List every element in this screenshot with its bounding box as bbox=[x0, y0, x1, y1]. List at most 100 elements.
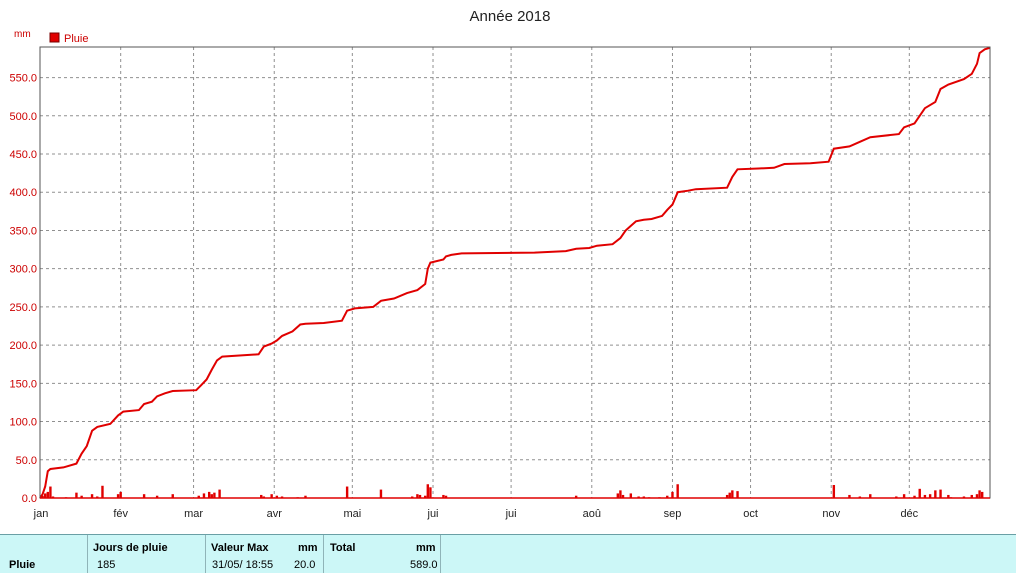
daily-rain-bar bbox=[947, 494, 950, 498]
cumulative-rain-line bbox=[39, 46, 991, 499]
daily-rain-bar bbox=[418, 494, 422, 498]
x-tick-label: aoû bbox=[583, 508, 601, 520]
stats-max-unit: mm bbox=[298, 542, 318, 554]
stats-max-cell: Valeur Max mm 31/05/ 18:55 20.0 bbox=[206, 535, 324, 573]
daily-rain-bar bbox=[424, 495, 427, 498]
daily-rain-bar bbox=[671, 491, 674, 498]
daily-rain-bar bbox=[345, 486, 349, 498]
daily-rain-bar bbox=[637, 496, 640, 498]
daily-rain-bar bbox=[426, 484, 430, 498]
daily-rain-bar bbox=[444, 495, 448, 498]
daily-rain-bar bbox=[970, 494, 973, 498]
daily-rain-bar bbox=[934, 490, 937, 498]
plot-border bbox=[39, 46, 991, 499]
daily-rain-bar bbox=[416, 494, 419, 498]
daily-rain-bar bbox=[197, 495, 200, 498]
y-tick-label: 500.0 bbox=[9, 111, 37, 123]
daily-rain-bar bbox=[171, 494, 174, 498]
stats-total-cell: Total mm 589.0 bbox=[324, 535, 441, 573]
daily-rain-bar bbox=[280, 496, 284, 498]
daily-rain-bar bbox=[304, 495, 307, 498]
daily-rain-bar bbox=[41, 495, 44, 498]
daily-rain-bar bbox=[895, 496, 898, 498]
x-tick-labels: jan fév mar avr mai jui jui aoû sep oct nov déc bbox=[33, 508, 919, 520]
y-tick-labels: 0.0 50.0 100.0 150.0 200.0 250.0 300.0 350.0 400… bbox=[9, 73, 37, 505]
daily-rain-bar bbox=[379, 489, 383, 498]
daily-rain-bar bbox=[44, 493, 47, 498]
daily-rain-bar bbox=[975, 494, 979, 498]
x-tick-label: déc bbox=[900, 508, 918, 520]
x-tick-label: sep bbox=[664, 508, 682, 520]
stats-days-header: Jours de pluie bbox=[93, 542, 168, 554]
x-tick-label: fév bbox=[113, 508, 128, 520]
daily-rain-bar bbox=[202, 493, 206, 498]
daily-rain-bar bbox=[616, 493, 620, 498]
daily-rain-bar bbox=[218, 489, 221, 498]
x-tick-label: mai bbox=[343, 508, 361, 520]
x-tick-label: oct bbox=[743, 508, 758, 520]
stats-max-value: 20.0 bbox=[294, 559, 316, 571]
daily-rain-bar bbox=[116, 494, 120, 498]
daily-rain-bar bbox=[270, 494, 273, 498]
daily-rain-bar bbox=[621, 494, 625, 498]
daily-rain-bar bbox=[90, 494, 94, 498]
daily-rain-bar bbox=[939, 489, 942, 498]
daily-rain-bar bbox=[260, 494, 263, 498]
daily-rain-bar bbox=[619, 490, 622, 498]
daily-rain-bar bbox=[728, 492, 731, 498]
daily-rain-bar bbox=[832, 485, 836, 498]
daily-rain-bar bbox=[928, 494, 932, 498]
cumulative-line bbox=[39, 46, 991, 499]
daily-rain-bar bbox=[119, 491, 122, 498]
daily-rain-bar bbox=[210, 494, 213, 498]
x-tick-label: avr bbox=[267, 508, 283, 520]
daily-rain-bar bbox=[642, 496, 646, 498]
daily-rain-bars bbox=[41, 484, 984, 498]
x-tick-label: jui bbox=[505, 508, 517, 520]
y-tick-label: 150.0 bbox=[9, 378, 37, 390]
daily-rain-bar bbox=[913, 495, 916, 498]
y-tick-label: 550.0 bbox=[9, 73, 37, 85]
daily-rain-bar bbox=[46, 491, 50, 498]
gridlines bbox=[40, 47, 990, 498]
daily-rain-bar bbox=[80, 495, 83, 498]
daily-rain-bar bbox=[902, 494, 906, 498]
y-tick-label: 450.0 bbox=[9, 149, 37, 161]
y-tick-label: 350.0 bbox=[9, 225, 37, 237]
plot-frame bbox=[39, 46, 991, 499]
x-tick-label: jui bbox=[427, 508, 439, 520]
stats-row-label: Pluie bbox=[9, 559, 36, 571]
daily-rain-bar bbox=[75, 492, 78, 498]
daily-rain-bar bbox=[848, 494, 851, 498]
y-tick-label: 300.0 bbox=[9, 264, 37, 276]
daily-rain-bar bbox=[213, 492, 216, 498]
daily-rain-bar bbox=[980, 491, 984, 498]
stats-total-unit: mm bbox=[416, 542, 436, 554]
chart-title: Année 2018 bbox=[470, 8, 551, 25]
daily-rain-bar bbox=[574, 495, 578, 498]
y-tick-label: 200.0 bbox=[9, 340, 37, 352]
daily-rain-bar bbox=[275, 495, 279, 498]
daily-rain-bar bbox=[725, 494, 729, 498]
daily-rain-bar bbox=[442, 494, 445, 498]
x-tick-label: mar bbox=[184, 508, 203, 520]
legend-label: Pluie bbox=[64, 33, 88, 45]
y-tick-label: 50.0 bbox=[16, 455, 37, 467]
x-tick-label: nov bbox=[822, 508, 840, 520]
daily-rain-bar bbox=[262, 496, 266, 498]
daily-rain-bar bbox=[736, 491, 739, 498]
legend-swatch bbox=[49, 32, 60, 43]
stats-days-cell: Jours de pluie 185 bbox=[88, 535, 206, 573]
daily-rain-bar bbox=[962, 496, 966, 498]
stats-total-header: Total bbox=[330, 542, 356, 554]
stats-total-value: 589.0 bbox=[410, 559, 438, 571]
daily-rain-bar bbox=[676, 484, 679, 498]
daily-rain-bar bbox=[49, 486, 52, 498]
daily-rain-bar bbox=[51, 496, 55, 498]
stats-row-label-cell: Pluie bbox=[0, 535, 88, 573]
y-tick-label: 100.0 bbox=[9, 417, 37, 429]
x-tick-label: jan bbox=[33, 508, 49, 520]
daily-rain-bar bbox=[629, 493, 633, 498]
daily-rain-bar bbox=[155, 495, 159, 498]
rain-chart: Année 2018 mm Pluie 0.0 50.0 100.0 150.0 200… bbox=[9, 8, 991, 520]
